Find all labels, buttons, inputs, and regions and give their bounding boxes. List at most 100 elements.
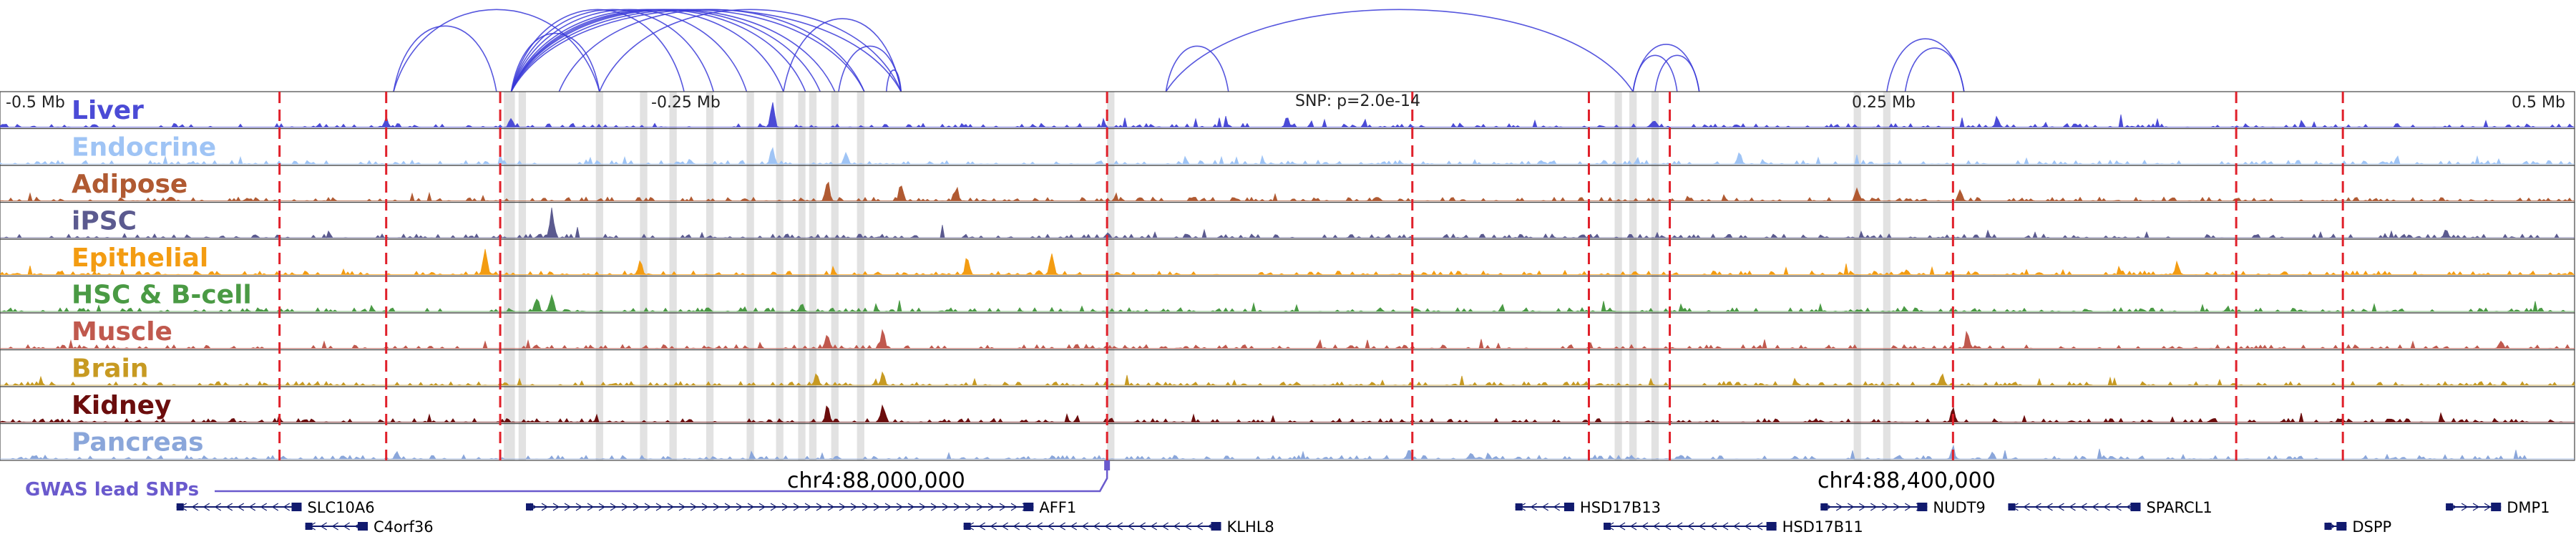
loop-arc: [783, 18, 902, 92]
strand-chevron: [2092, 503, 2099, 511]
gene-label: HSD17B11: [1782, 518, 1863, 536]
ruler-label-left: -0.5 Mb: [6, 94, 65, 112]
strand-chevron: [541, 503, 549, 511]
strand-chevron: [1001, 522, 1008, 531]
strand-chevron: [978, 522, 985, 531]
gene-label: AFF1: [1039, 499, 1076, 516]
strand-chevron: [862, 503, 869, 511]
loop-arc: [1654, 54, 1700, 92]
strand-chevron: [2023, 503, 2030, 511]
strand-chevron: [1035, 522, 1043, 531]
gene-hsd17b13: HSD17B13: [1515, 499, 1661, 516]
loop-arc: [838, 45, 902, 92]
strand-chevron: [1858, 503, 1866, 511]
loop-arc: [510, 32, 600, 92]
loop-arc: [393, 9, 600, 92]
gwas-snp-marker: [1104, 460, 1111, 470]
strand-chevron: [575, 503, 583, 511]
strand-chevron: [2103, 503, 2110, 511]
strand-chevron: [552, 503, 560, 511]
loop-arc: [510, 9, 714, 92]
gene-annotation-panel: GWAS lead SNPs chr4:88,000,000 chr4:88,4…: [25, 460, 2550, 536]
strand-chevron: [713, 503, 721, 511]
gene-label: NUDT9: [1933, 499, 1985, 516]
exon: [1515, 503, 1523, 511]
gene-label: SPARCL1: [2146, 499, 2212, 516]
gene-sparcl1: SPARCL1: [2008, 499, 2212, 516]
track-labels: Liver Endocrine Adipose iPSC Epithelial HSC &…: [72, 96, 252, 458]
strand-chevron: [1116, 522, 1123, 531]
gene-aff1: AFF1: [526, 499, 1076, 516]
exon: [1211, 522, 1221, 531]
strand-chevron: [999, 503, 1007, 511]
loop-arc: [1632, 54, 1678, 92]
strand-chevron: [1196, 522, 1203, 531]
strand-chevron: [1687, 522, 1694, 531]
strand-chevron: [1709, 522, 1717, 531]
track-label: Liver: [72, 96, 144, 125]
loop-arc: [510, 9, 784, 92]
strand-chevron: [816, 503, 824, 511]
strand-chevron: [873, 503, 881, 511]
exon: [291, 503, 302, 511]
strand-chevron: [1675, 522, 1683, 531]
strand-chevron: [1721, 522, 1729, 531]
strand-chevron: [1698, 522, 1706, 531]
snp-annotation: SNP: p=2.0e-14: [1295, 92, 1420, 110]
track-label: HSC & B-cell: [72, 281, 252, 310]
strand-chevron: [655, 503, 663, 511]
exon: [1820, 503, 1828, 511]
exon: [1604, 523, 1611, 530]
strand-chevron: [1161, 522, 1169, 531]
loop-arc: [1632, 44, 1700, 92]
gene-label: KLHL8: [1226, 518, 1274, 536]
strand-chevron: [331, 522, 338, 531]
exon: [2491, 503, 2502, 511]
ruler-label-left-mid: -0.25 Mb: [651, 94, 721, 112]
red-dashed-markers: [278, 92, 2344, 460]
strand-chevron: [1013, 522, 1020, 531]
strand-chevron: [248, 503, 256, 511]
strand-chevron: [598, 503, 606, 511]
ruler-label-right: 0.5 Mb: [2512, 94, 2565, 112]
track-label: Endocrine: [72, 133, 216, 163]
strand-chevron: [1081, 522, 1088, 531]
loop-arc: [1904, 47, 1965, 92]
track-label: Muscle: [72, 317, 172, 347]
strand-chevron: [930, 503, 938, 511]
gwas-label: GWAS lead SNPs: [25, 479, 199, 500]
gene-c4orf36: C4orf36: [305, 518, 434, 536]
strand-chevron: [747, 503, 755, 511]
signal-area: [0, 444, 2575, 460]
strand-chevron: [1541, 503, 1548, 511]
exon: [1563, 503, 1574, 511]
signal-area: [0, 147, 2575, 165]
strand-chevron: [942, 503, 950, 511]
loop-arc: [1165, 45, 1229, 92]
strand-chevron: [1173, 522, 1180, 531]
strand-chevron: [320, 522, 327, 531]
strand-chevron: [1070, 522, 1077, 531]
strand-chevron: [1835, 503, 1843, 511]
strand-chevron: [965, 503, 972, 511]
strand-chevron: [884, 503, 892, 511]
loop-arc: [510, 9, 902, 92]
signal-area: [0, 294, 2575, 312]
track-pancreas: [0, 422, 2575, 461]
strand-chevron: [1530, 503, 1537, 511]
loop-arc: [510, 9, 748, 92]
exon: [526, 503, 534, 511]
track-label: iPSC: [72, 207, 137, 236]
loop-arc: [510, 9, 685, 92]
strand-chevron: [667, 503, 675, 511]
exon: [358, 522, 368, 531]
signal-area: [0, 329, 2575, 349]
signal-area: [0, 404, 2575, 423]
strand-chevron: [203, 503, 210, 511]
strand-chevron: [2034, 503, 2041, 511]
loop-arc: [1886, 38, 1965, 92]
strand-chevron: [260, 503, 268, 511]
gene-label: HSD17B13: [1580, 499, 1661, 516]
exon: [1023, 503, 1034, 511]
